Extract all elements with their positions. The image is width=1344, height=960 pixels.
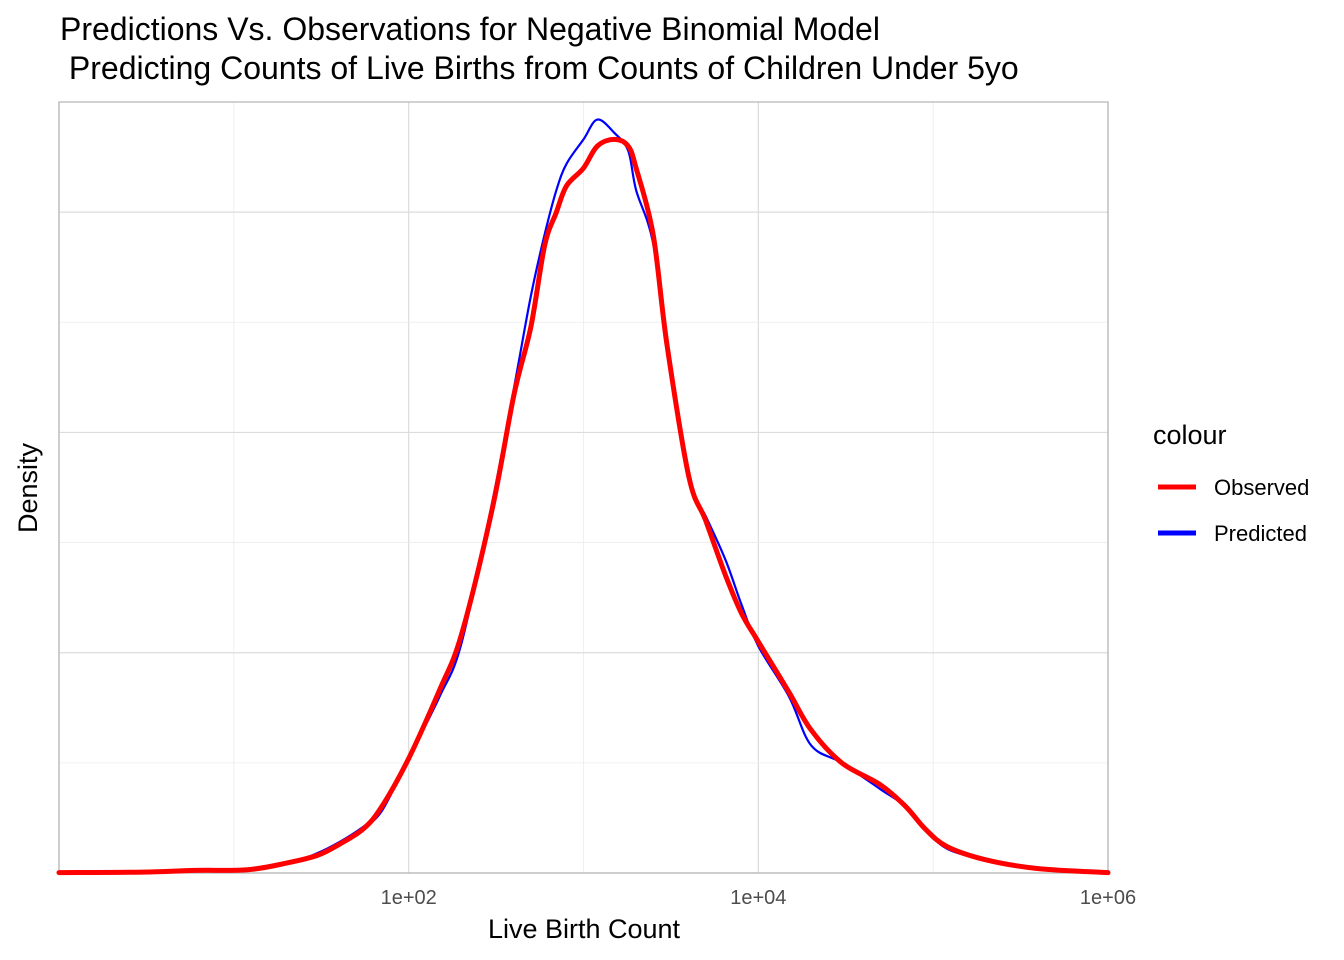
plot-panel-border [58, 101, 1109, 874]
series-line-observed [56, 136, 1111, 876]
legend-title: colour [1153, 420, 1227, 450]
x-axis-ticks: 1e+02 1e+04 1e+06 [381, 887, 1137, 909]
chart-title: Predictions Vs. Observations for Negativ… [60, 11, 880, 47]
x-tick-label: 1e+06 [1080, 887, 1136, 909]
series-layer [56, 118, 1111, 876]
legend-label-observed: Observed [1214, 475, 1309, 500]
legend: colour Observed Predicted [1153, 420, 1309, 546]
x-axis-title: Live Birth Count [488, 914, 681, 944]
legend-label-predicted: Predicted [1214, 521, 1307, 546]
chart-subtitle: Predicting Counts of Live Births from Co… [60, 50, 1019, 86]
grid [58, 101, 1109, 874]
x-tick-label: 1e+04 [730, 887, 786, 909]
x-tick-label: 1e+02 [381, 887, 437, 909]
y-axis-title: Density [13, 442, 43, 533]
legend-entries: Observed Predicted [1158, 475, 1309, 546]
